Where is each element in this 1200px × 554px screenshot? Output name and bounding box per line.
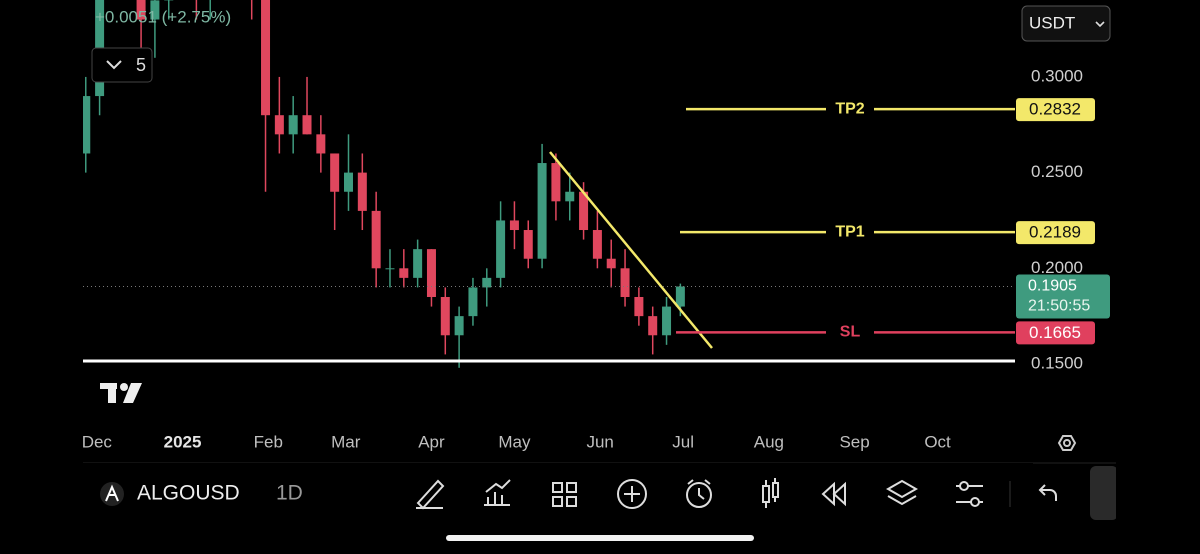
x-tick-label: May xyxy=(498,432,531,451)
y-tick-label: 0.1500 xyxy=(1031,353,1083,372)
candle-body xyxy=(468,287,478,317)
candle-body xyxy=(620,268,630,298)
last-price-label: 0.1905 xyxy=(1028,278,1077,295)
candle-body xyxy=(482,277,492,288)
x-tick-label: Jun xyxy=(586,432,613,451)
tv-logo xyxy=(100,383,142,403)
candle-body xyxy=(288,115,298,135)
dropdown-icon xyxy=(1095,21,1105,28)
level-label-bg xyxy=(826,99,874,120)
candle-body xyxy=(385,268,395,270)
x-tick-label: Apr xyxy=(418,432,445,451)
y-tick-label: 0.2500 xyxy=(1031,162,1083,181)
candles-icon[interactable] xyxy=(762,478,779,508)
candle-body xyxy=(592,230,602,259)
replay-icon[interactable] xyxy=(821,481,846,507)
price-change: +0.0051 (+2.75%) xyxy=(95,7,231,26)
toolbar-more[interactable] xyxy=(1090,466,1118,520)
level-label-bg xyxy=(826,222,874,243)
level-label: SL xyxy=(840,324,861,341)
x-tick-label: Sep xyxy=(839,432,869,451)
level-label-bg xyxy=(826,322,874,343)
layout-icon[interactable] xyxy=(552,482,577,507)
level-price-box xyxy=(1016,321,1095,345)
level-price-box xyxy=(1016,98,1095,122)
candle-body xyxy=(496,220,506,278)
x-tick-label: Dec xyxy=(82,432,113,451)
last-price-box xyxy=(1016,274,1110,319)
candle-body xyxy=(440,297,450,336)
candle-body xyxy=(136,0,146,20)
candle-body xyxy=(648,316,658,336)
symbol[interactable]: ALGOUSD xyxy=(137,482,240,505)
y-tick-label: 0.2000 xyxy=(1031,258,1083,277)
candle-body xyxy=(606,258,616,269)
candle-body xyxy=(509,220,519,231)
right-mask xyxy=(1116,463,1200,554)
candle-body xyxy=(83,96,91,154)
toolbar-icons xyxy=(416,478,1057,510)
candle-body xyxy=(537,163,547,259)
currency-select[interactable] xyxy=(1021,5,1111,42)
x-tick-label: 2025 xyxy=(164,432,202,451)
candle-body xyxy=(662,306,672,336)
candle-body xyxy=(675,286,685,307)
candle-body xyxy=(371,210,381,269)
trend-line xyxy=(549,151,713,349)
alert-icon[interactable] xyxy=(686,482,712,508)
indicator-count: 5 xyxy=(136,55,146,75)
x-tick-label: Aug xyxy=(754,432,784,451)
candle-body xyxy=(302,115,312,135)
candle-body xyxy=(330,153,340,192)
layers-icon[interactable] xyxy=(885,479,919,506)
x-tick-label: Mar xyxy=(331,432,361,451)
level-price: 0.1665 xyxy=(1029,323,1081,342)
add-icon[interactable] xyxy=(617,479,647,509)
plot-area xyxy=(83,0,685,368)
candle-body xyxy=(274,115,284,135)
candle-body xyxy=(261,0,271,116)
currency-label: USDT xyxy=(1029,13,1075,32)
candle-body xyxy=(551,163,561,202)
candle-body xyxy=(454,316,464,336)
candle-body xyxy=(523,230,533,259)
x-tick-label: Jul xyxy=(672,432,694,451)
level-price: 0.2832 xyxy=(1029,100,1081,119)
candle-body xyxy=(565,191,575,202)
indicators-icon[interactable] xyxy=(484,479,511,506)
home-indicator xyxy=(446,535,754,541)
level-price: 0.2189 xyxy=(1029,223,1081,242)
level-label: TP2 xyxy=(835,100,864,117)
algo-icon xyxy=(105,484,119,502)
level-price-box xyxy=(1016,221,1095,245)
candle-body xyxy=(399,268,409,278)
candle-body xyxy=(426,249,436,298)
settings-icon[interactable] xyxy=(1057,435,1077,451)
x-tick-label: Feb xyxy=(254,432,283,451)
countdown: 21:50:55 xyxy=(1028,298,1090,315)
candle-body xyxy=(413,249,423,278)
y-tick-label: 0.3000 xyxy=(1031,66,1083,85)
x-tick-label: Oct xyxy=(924,432,951,451)
draw-icon[interactable] xyxy=(416,479,445,510)
settings-icon-center xyxy=(1063,439,1071,447)
candle-body xyxy=(357,172,367,211)
interval[interactable]: 1D xyxy=(276,482,303,505)
candle-body xyxy=(343,172,353,192)
level-label: TP1 xyxy=(835,223,864,240)
indicator-toggle[interactable] xyxy=(91,47,153,83)
candle-body xyxy=(634,297,644,317)
candle-body xyxy=(316,134,326,154)
chevron-icon xyxy=(106,60,122,70)
undo-icon[interactable] xyxy=(1038,484,1057,501)
candle-body xyxy=(150,0,160,20)
candle-body xyxy=(579,191,589,231)
